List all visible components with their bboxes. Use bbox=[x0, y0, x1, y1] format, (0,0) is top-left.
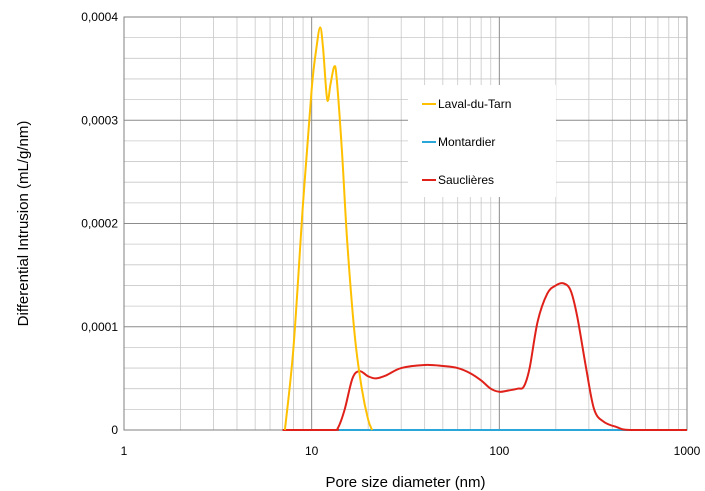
x-tick-label: 1000 bbox=[674, 444, 701, 458]
x-tick-labels: 1 10 100 1000 bbox=[121, 444, 701, 458]
y-tick-labels: 0 0,0001 0,0002 0,0003 0,0004 bbox=[81, 10, 118, 437]
y-tick-label: 0,0003 bbox=[81, 113, 118, 127]
x-axis-title: Pore size diameter (nm) bbox=[325, 474, 485, 491]
y-tick-label: 0,0002 bbox=[81, 217, 118, 231]
y-axis-title: Differential Intrusion (mL/g/nm) bbox=[15, 121, 32, 327]
y-tick-label: 0,0004 bbox=[81, 10, 118, 24]
series-line-saucli-res bbox=[282, 282, 687, 431]
y-tick-label: 0,0001 bbox=[81, 320, 118, 334]
x-tick-label: 1 bbox=[121, 444, 128, 458]
series-layer bbox=[282, 26, 687, 431]
x-tick-label: 10 bbox=[305, 444, 319, 458]
legend-label: Montardier bbox=[438, 135, 495, 149]
y-tick-label: 0 bbox=[111, 423, 118, 437]
x-tick-label: 100 bbox=[489, 444, 509, 458]
legend-label: Laval-du-Tarn bbox=[438, 97, 511, 111]
legend-label: Sauclières bbox=[438, 173, 494, 187]
series-line-laval-du-tarn bbox=[283, 26, 374, 431]
legend: Laval-du-Tarn Montardier Sauclières bbox=[408, 85, 556, 197]
